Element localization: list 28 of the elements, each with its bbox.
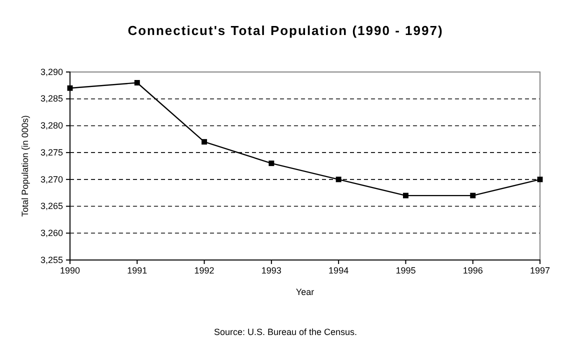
y-tick-label: 3,280 bbox=[40, 120, 63, 131]
x-tick-label: 1996 bbox=[462, 265, 483, 276]
y-tick-label: 3,255 bbox=[40, 254, 63, 265]
point bbox=[537, 176, 543, 182]
y-tick-label: 3,275 bbox=[40, 147, 63, 158]
point bbox=[202, 139, 208, 145]
y-tick-label: 3,260 bbox=[40, 228, 63, 238]
y-tick-label: 3,285 bbox=[40, 94, 63, 104]
x-tick-label: 1992 bbox=[194, 265, 214, 276]
x-tick-label: 1993 bbox=[261, 265, 282, 276]
point bbox=[268, 160, 274, 166]
point bbox=[402, 192, 408, 198]
y-axis-title: Total Population (in 000s) bbox=[20, 115, 30, 217]
chart-title: Connecticut's Total Population (1990 - 1997) bbox=[128, 23, 444, 38]
point bbox=[470, 192, 476, 198]
source-note: Source: U.S. Bureau of the Census. bbox=[214, 327, 358, 337]
x-tick-label: 1997 bbox=[530, 265, 550, 276]
x-tick-label: 1990 bbox=[60, 265, 80, 276]
x-axis-title: Year bbox=[296, 287, 314, 297]
y-tick-label: 3,265 bbox=[40, 201, 63, 212]
x-tick-label: 1994 bbox=[328, 265, 349, 276]
y-tick-label: 3,290 bbox=[40, 66, 63, 77]
y-tick-label: 3,270 bbox=[40, 174, 63, 184]
x-tick-label: 1991 bbox=[127, 265, 148, 276]
point bbox=[67, 85, 73, 91]
x-tick-label: 1995 bbox=[396, 265, 416, 276]
point bbox=[336, 176, 342, 182]
point bbox=[134, 80, 140, 86]
